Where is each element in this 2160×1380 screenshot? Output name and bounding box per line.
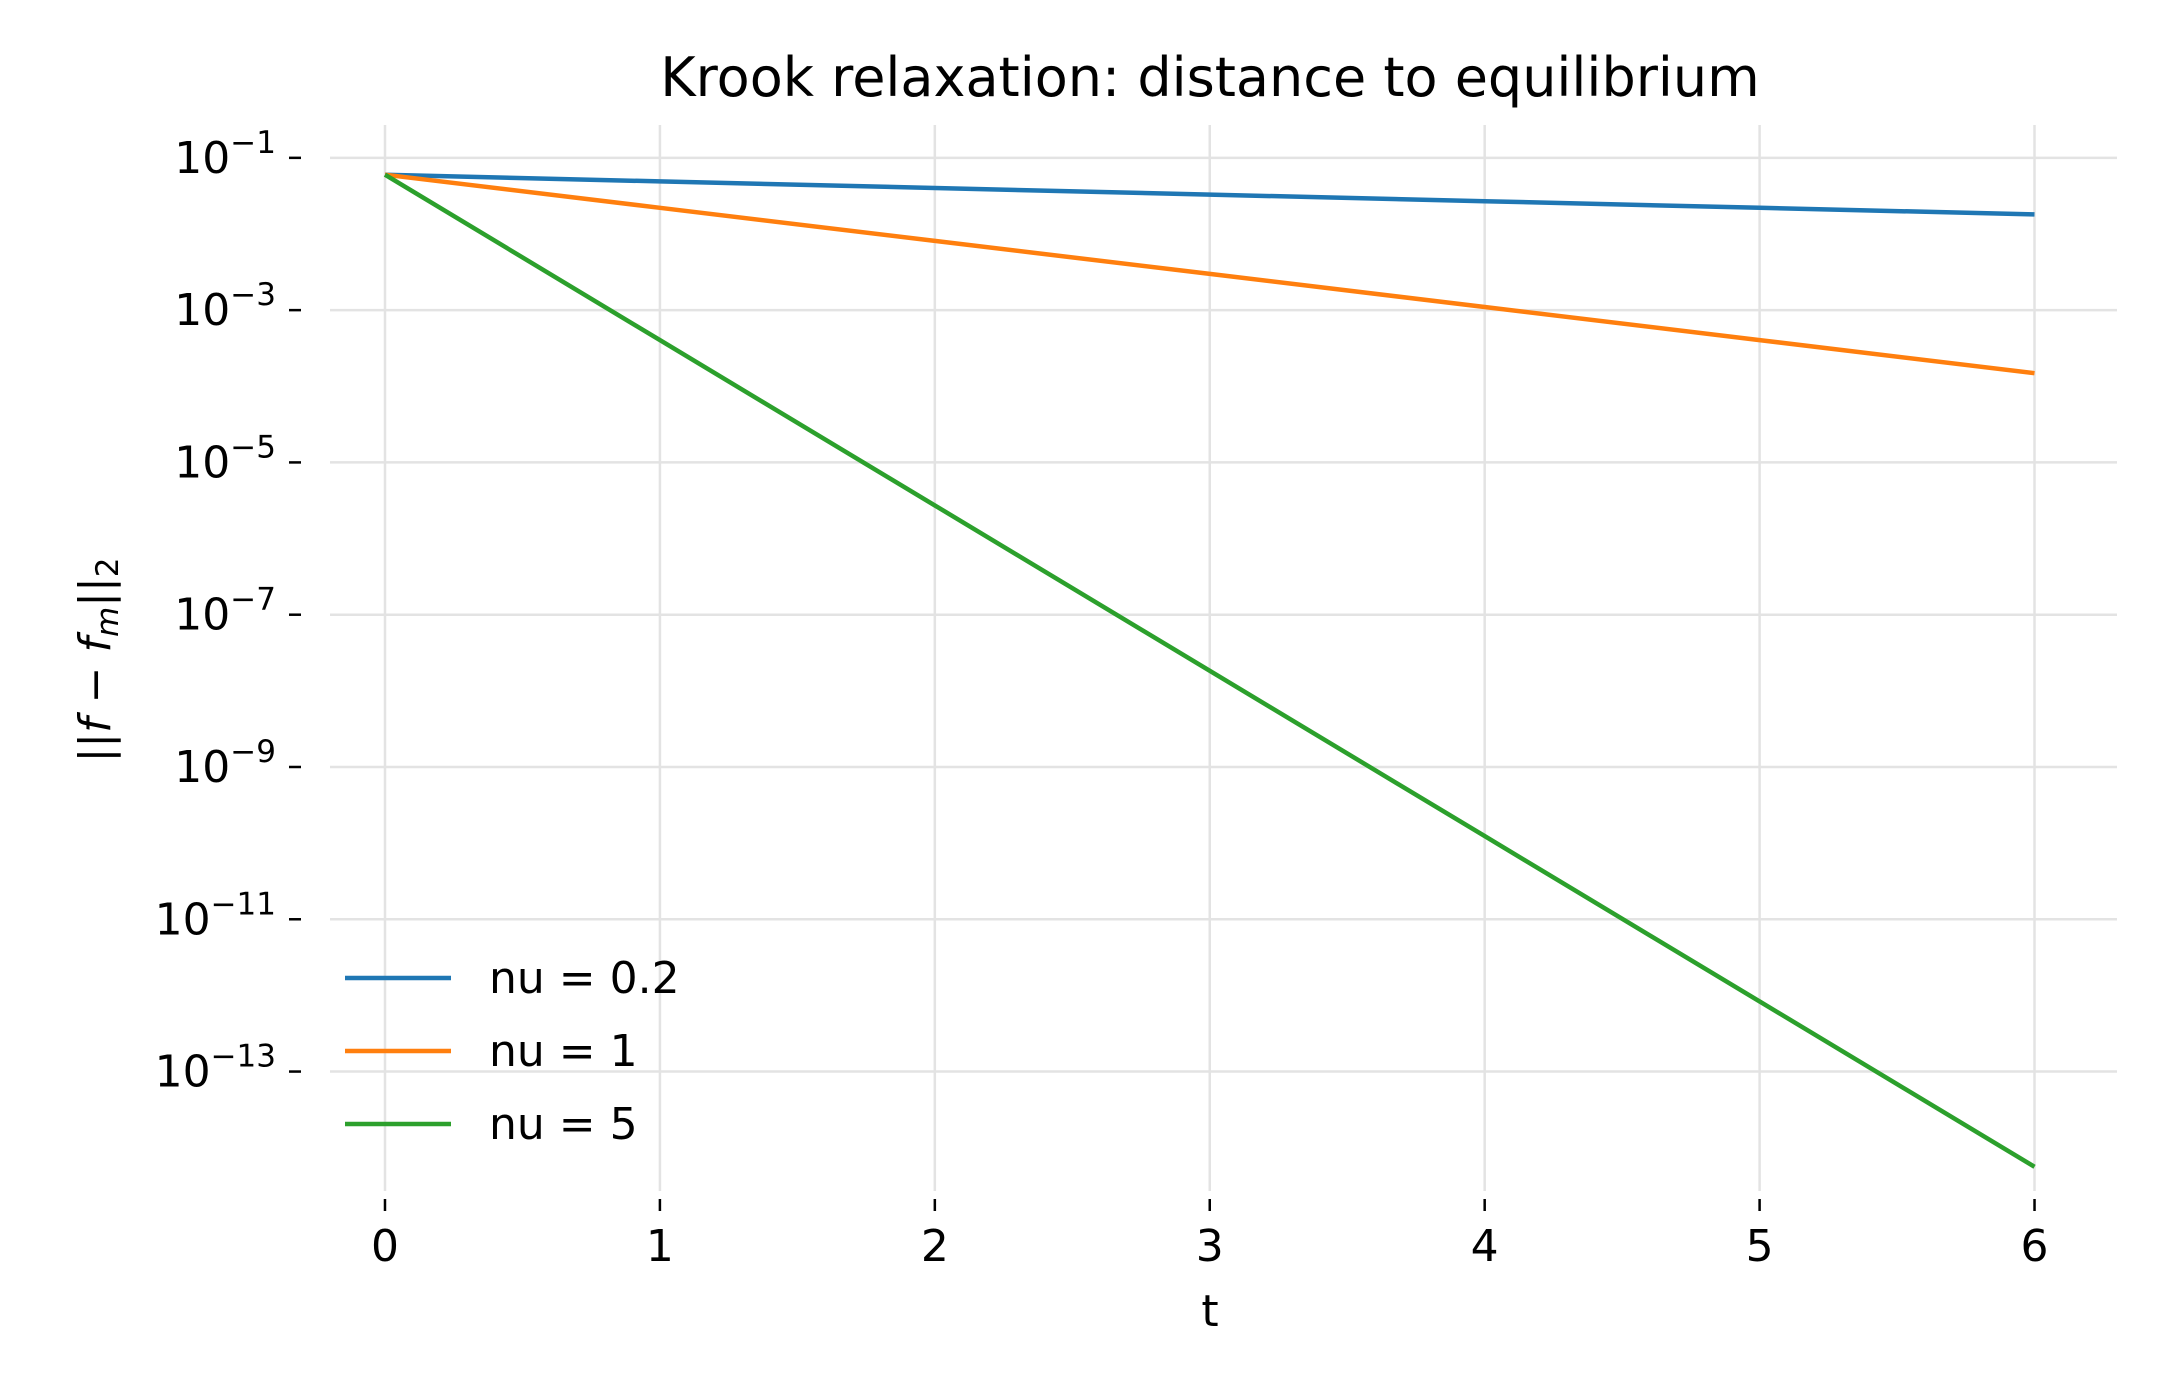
y-tick-base: 10 xyxy=(174,133,230,184)
y-tick-label: 10−5 xyxy=(174,429,276,488)
grid xyxy=(330,125,2117,1191)
legend: nu = 0.2 nu = 1 nu = 5 xyxy=(345,953,680,1150)
x-tick-label: 6 xyxy=(2021,1221,2049,1272)
x-tick-label: 4 xyxy=(1471,1221,1499,1272)
legend-label: nu = 1 xyxy=(489,1026,638,1077)
y-tick-label: 10−3 xyxy=(174,277,276,336)
y-tick-label: 10−11 xyxy=(155,886,276,945)
x-tick-label: 2 xyxy=(921,1221,949,1272)
x-axis-label: t xyxy=(1201,1286,1218,1337)
x-tick-label: 3 xyxy=(1196,1221,1224,1272)
y-tick-exponent: −13 xyxy=(211,1039,276,1075)
y-tick-label: 10−9 xyxy=(174,734,276,793)
y-tick-label: 10−13 xyxy=(155,1039,276,1098)
y-tick-exponent: −7 xyxy=(230,582,276,618)
chart-title: Krook relaxation: distance to equilibriu… xyxy=(660,46,1760,109)
y-label-open: || xyxy=(70,733,121,763)
y-tick-base: 10 xyxy=(155,894,211,945)
series-line-1 xyxy=(384,172,2035,217)
y-label-close: || xyxy=(70,577,121,607)
y-tick-label: 10−1 xyxy=(174,125,276,184)
y-tick-exponent: −1 xyxy=(230,125,276,161)
y-label-minus: − xyxy=(70,653,121,718)
y-tick-exponent: −3 xyxy=(230,277,276,313)
legend-label: nu = 5 xyxy=(489,1099,638,1150)
y-tick-base: 10 xyxy=(174,437,230,488)
y-tick-label: 10−7 xyxy=(174,582,276,641)
y-tick-base: 10 xyxy=(174,590,230,641)
y-tick-exponent: −5 xyxy=(230,429,276,465)
y-tick-exponent: −11 xyxy=(211,886,276,922)
x-tick-label: 5 xyxy=(1746,1221,1774,1272)
x-tick-label: 1 xyxy=(646,1221,674,1272)
y-tick-exponent: −9 xyxy=(230,734,276,770)
series-line-2 xyxy=(384,172,2035,376)
series-line-3 xyxy=(383,172,2036,1169)
y-tick-base: 10 xyxy=(174,285,230,336)
y-label-sub-2: 2 xyxy=(90,557,126,577)
series-lines xyxy=(383,172,2036,1169)
y-label-sub-m: m xyxy=(90,607,126,637)
y-tick-base: 10 xyxy=(155,1047,211,1098)
y-axis-label: ||f − fm||2 xyxy=(70,557,126,762)
legend-label: nu = 0.2 xyxy=(489,953,680,1004)
y-tick-base: 10 xyxy=(174,742,230,793)
x-tick-label: 0 xyxy=(371,1221,399,1272)
